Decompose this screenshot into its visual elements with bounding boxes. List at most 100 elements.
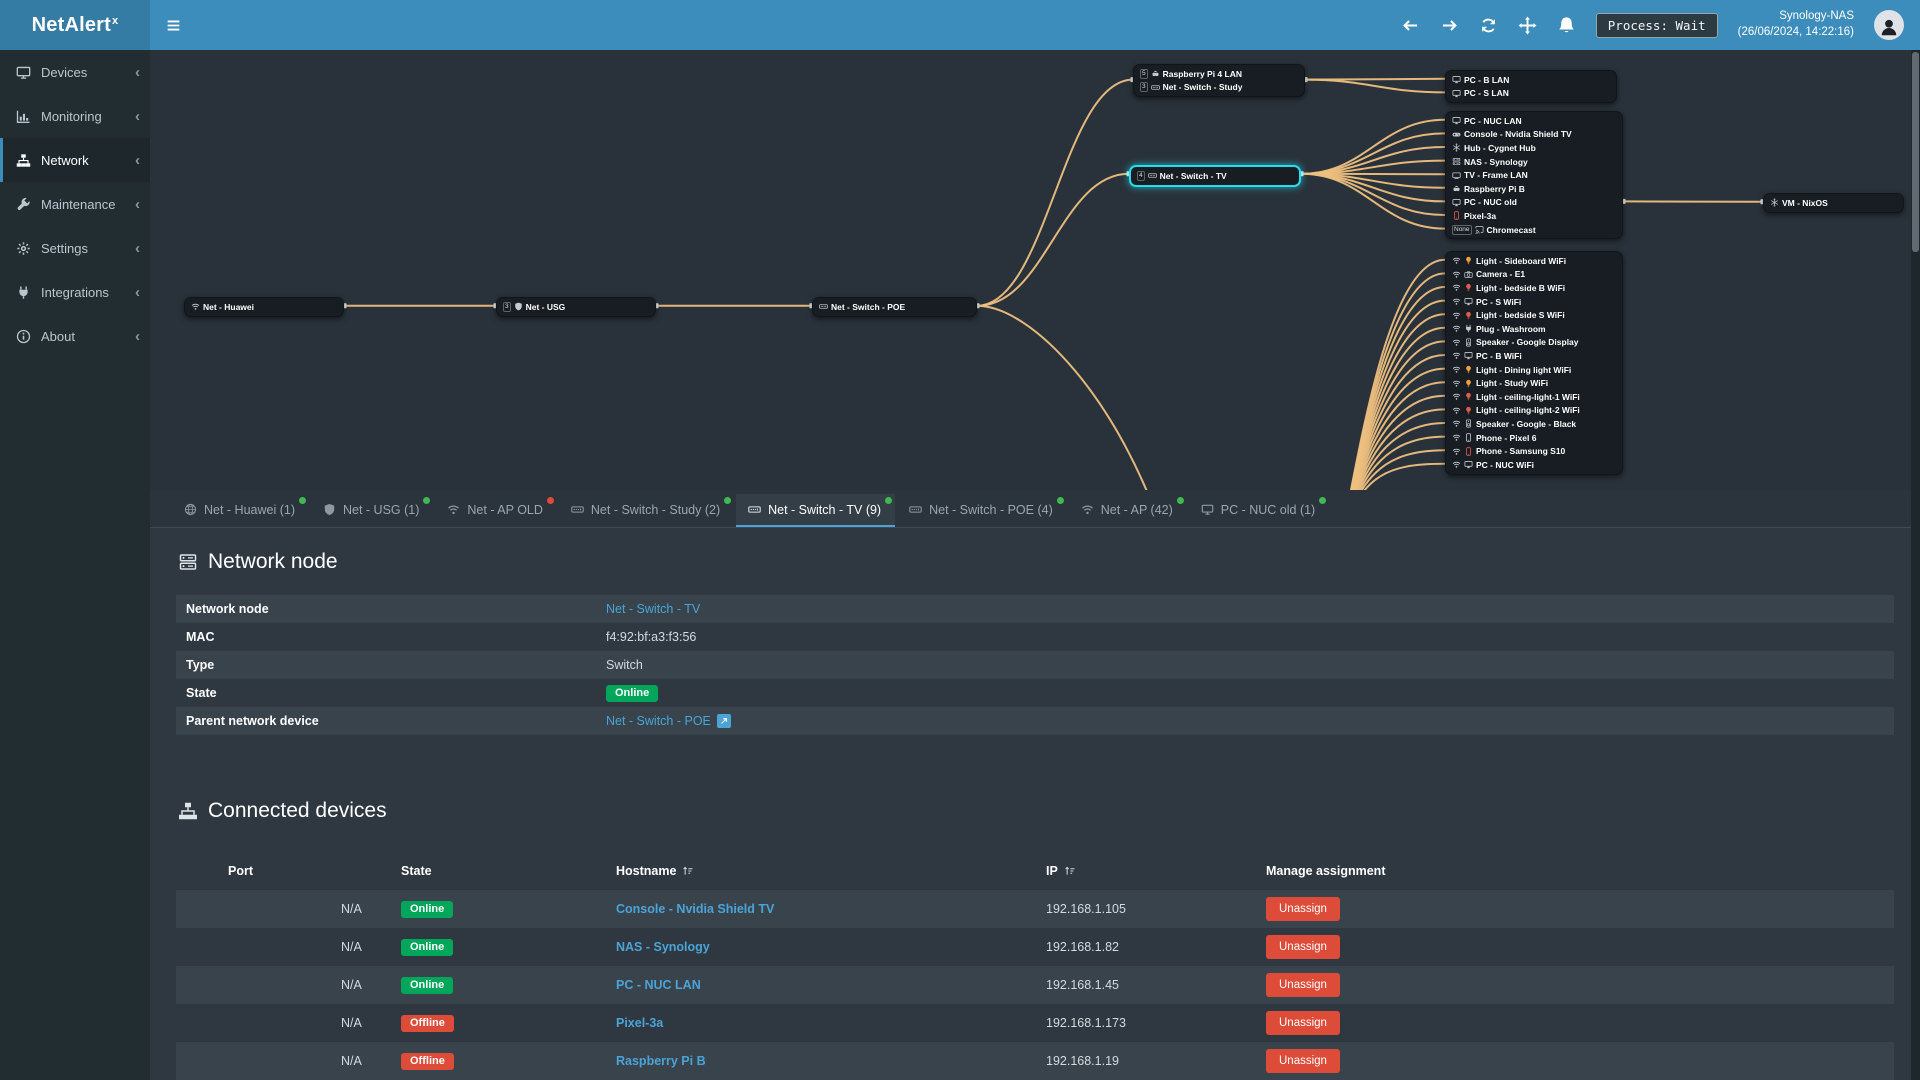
tab-net-usg-1[interactable]: Net - USG (1): [311, 494, 433, 527]
parent-node-link[interactable]: Net - Switch - POE: [606, 714, 711, 728]
sitemap-icon: [16, 153, 31, 167]
topology-device-phone-samsung-s10[interactable]: Phone - Samsung S10: [1446, 444, 1622, 458]
sidebar-item-integrations[interactable]: Integrations ‹: [0, 270, 150, 314]
app-logo[interactable]: NetAlert x: [0, 0, 150, 50]
sort-ip-button[interactable]: [1064, 865, 1076, 877]
sort-hostname-button[interactable]: [682, 865, 694, 877]
topology-node-nuc[interactable]: PC - NUC LAN Console - Nvidia Shield TV Hu…: [1445, 111, 1623, 240]
hostname-link[interactable]: Raspberry Pi B: [616, 1054, 706, 1068]
topology-device-camera-e1[interactable]: Camera - E1: [1446, 268, 1622, 282]
topology-device-speaker-google-display[interactable]: Speaker - Google Display: [1446, 336, 1622, 350]
topology-device-pc-b-wifi[interactable]: PC - B WiFi: [1446, 349, 1622, 363]
unassign-button[interactable]: Unassign: [1266, 973, 1340, 997]
topology-device-light-study-wifi[interactable]: Light - Study WiFi: [1446, 376, 1622, 390]
topology-device-light-bedside-s-wifi[interactable]: Light - bedside S WiFi: [1446, 308, 1622, 322]
hostname-link[interactable]: Pixel-3a: [616, 1016, 664, 1030]
topology-device-pc-nuc-lan[interactable]: PC - NUC LAN: [1446, 114, 1622, 128]
sidebar-toggle-button[interactable]: [150, 0, 196, 50]
topology-node-tv[interactable]: 4 Net - Switch - TV: [1129, 165, 1301, 187]
topology-device-light-ceiling-light-2-wifi[interactable]: Light - ceiling-light-2 WiFi: [1446, 404, 1622, 418]
device-label: Light - Sideboard WiFi: [1476, 255, 1567, 266]
device-label: Speaker - Google Display: [1476, 337, 1579, 348]
topology-node-poe[interactable]: Net - Switch - POE: [812, 297, 977, 317]
topology-device-light-dining-light-wifi[interactable]: Light - Dining light WiFi: [1446, 363, 1622, 377]
topology-device-plug-washroom[interactable]: Plug - Washroom: [1446, 322, 1622, 336]
wifi-icon: [1452, 285, 1461, 292]
refresh-icon[interactable]: [1479, 16, 1498, 35]
topology-node-wifi[interactable]: Light - Sideboard WiFi Camera - E1 Light -…: [1445, 251, 1623, 475]
unassign-button[interactable]: Unassign: [1266, 897, 1340, 921]
external-link-icon[interactable]: [716, 714, 731, 728]
hostname-cell: Raspberry Pi B: [606, 1042, 1036, 1080]
topology-device-net-switch-study[interactable]: 3 Net - Switch - Study: [1134, 81, 1304, 95]
tab-net-ap-old[interactable]: Net - AP OLD: [435, 494, 557, 527]
topology-device-pc-nuc-old[interactable]: PC - NUC old: [1446, 196, 1622, 210]
tab-net-switch-poe-4[interactable]: Net - Switch - POE (4): [897, 494, 1067, 527]
chart-icon: [16, 110, 30, 123]
topology-device-net-usg[interactable]: 3 Net - USG: [497, 300, 655, 314]
sidebar-item-maintenance[interactable]: Maintenance ‹: [0, 182, 150, 226]
tab-label: Net - Switch - TV (9): [768, 502, 882, 517]
topology-device-net-switch-tv[interactable]: 4 Net - Switch - TV: [1131, 169, 1299, 183]
sidebar-item-about[interactable]: About ‹: [0, 314, 150, 358]
user-avatar[interactable]: [1874, 10, 1904, 40]
topology-node-study[interactable]: 5 Raspberry Pi 4 LAN 3 Net - Switch - Study: [1133, 64, 1305, 98]
scrollbar[interactable]: [1911, 50, 1920, 1080]
tab-net-ap-42[interactable]: Net - AP (42): [1069, 494, 1187, 527]
unassign-button[interactable]: Unassign: [1266, 935, 1340, 959]
topology-device-phone-pixel-6[interactable]: Phone - Pixel 6: [1446, 431, 1622, 445]
topology-device-pc-nuc-wifi[interactable]: PC - NUC WiFi: [1446, 458, 1622, 472]
topology-device-nas-synology[interactable]: NAS - Synology: [1446, 155, 1622, 169]
topology-device-light-bedside-b-wifi[interactable]: Light - bedside B WiFi: [1446, 281, 1622, 295]
nav-forward-button[interactable]: [1440, 16, 1459, 35]
pan-move-icon[interactable]: [1518, 15, 1537, 35]
tab-pc-nuc-old-1[interactable]: PC - NUC old (1): [1189, 494, 1329, 527]
node-link[interactable]: Net - Switch - TV: [606, 602, 701, 616]
topology-node-usg[interactable]: 3 Net - USG: [496, 297, 656, 317]
tab-net-switch-study-2[interactable]: Net - Switch - Study (2): [559, 494, 734, 527]
status-dot: [299, 497, 306, 504]
topology-device-chromecast[interactable]: None Chromecast: [1446, 223, 1622, 237]
topology-device-hub-cygnet-hub[interactable]: Hub - Cygnet Hub: [1446, 141, 1622, 155]
shield-icon: [324, 503, 335, 516]
unassign-button[interactable]: Unassign: [1266, 1011, 1340, 1035]
topology-device-tv-frame-lan[interactable]: TV - Frame LAN: [1446, 168, 1622, 182]
topology-device-console-nvidia-shield-tv[interactable]: Console - Nvidia Shield TV: [1446, 128, 1622, 142]
unassign-button[interactable]: Unassign: [1266, 1049, 1340, 1073]
topology-device-light-sideboard-wifi[interactable]: Light - Sideboard WiFi: [1446, 254, 1622, 268]
bell-icon[interactable]: [1557, 16, 1576, 35]
brand-text: NetAlert: [31, 13, 112, 36]
topology-device-pc-s-lan[interactable]: PC - S LAN: [1446, 87, 1616, 101]
topology-device-raspberry-pi-b[interactable]: Raspberry Pi B: [1446, 182, 1622, 196]
plug-icon: [19, 286, 28, 299]
topology-device-pc-s-wifi[interactable]: PC - S WiFi: [1446, 295, 1622, 309]
topology-device-pixel-3a[interactable]: Pixel-3a: [1446, 209, 1622, 223]
sidebar-item-monitoring[interactable]: Monitoring ‹: [0, 94, 150, 138]
topology-canvas[interactable]: Net - Huawei 3 Net - USG Net - Switch - POE…: [150, 50, 1920, 490]
topology-device-light-ceiling-light-1-wifi[interactable]: Light - ceiling-light-1 WiFi: [1446, 390, 1622, 404]
wifi-icon: [1452, 312, 1461, 319]
topology-node-pcb[interactable]: PC - B LAN PC - S LAN: [1445, 70, 1617, 104]
tab-net-switch-tv-9[interactable]: Net - Switch - TV (9): [736, 494, 896, 527]
topology-device-speaker-google-black[interactable]: Speaker - Google - Black: [1446, 417, 1622, 431]
device-label: PC - B WiFi: [1476, 350, 1522, 361]
topology-device-raspberry-pi-4-lan[interactable]: 5 Raspberry Pi 4 LAN: [1134, 67, 1304, 81]
sidebar-item-network[interactable]: Network ‹: [0, 138, 150, 182]
hostname-link[interactable]: Console - Nvidia Shield TV: [616, 902, 775, 916]
topology-device-net-switch-poe[interactable]: Net - Switch - POE: [813, 300, 976, 314]
device-label: Light - bedside S WiFi: [1476, 310, 1565, 321]
sidebar-item-devices[interactable]: Devices ‹: [0, 50, 150, 94]
scrollbar-thumb[interactable]: [1912, 52, 1919, 252]
topology-device-vm-nixos[interactable]: VM - NixOS: [1764, 196, 1903, 210]
topology-node-vm[interactable]: VM - NixOS: [1763, 193, 1904, 213]
topology-node-huawei[interactable]: Net - Huawei: [184, 297, 344, 317]
topology-device-pc-b-lan[interactable]: PC - B LAN: [1446, 73, 1616, 87]
sidebar-item-settings[interactable]: Settings ‹: [0, 226, 150, 270]
hostname-link[interactable]: PC - NUC LAN: [616, 978, 701, 992]
topology-device-net-huawei[interactable]: Net - Huawei: [185, 300, 343, 314]
plug-icon: [1466, 325, 1471, 333]
tab-net-huawei-1[interactable]: Net - Huawei (1): [172, 494, 309, 527]
hostname-link[interactable]: NAS - Synology: [616, 940, 710, 954]
nav-back-button[interactable]: [1401, 16, 1420, 35]
bulb-icon: [1466, 406, 1471, 414]
